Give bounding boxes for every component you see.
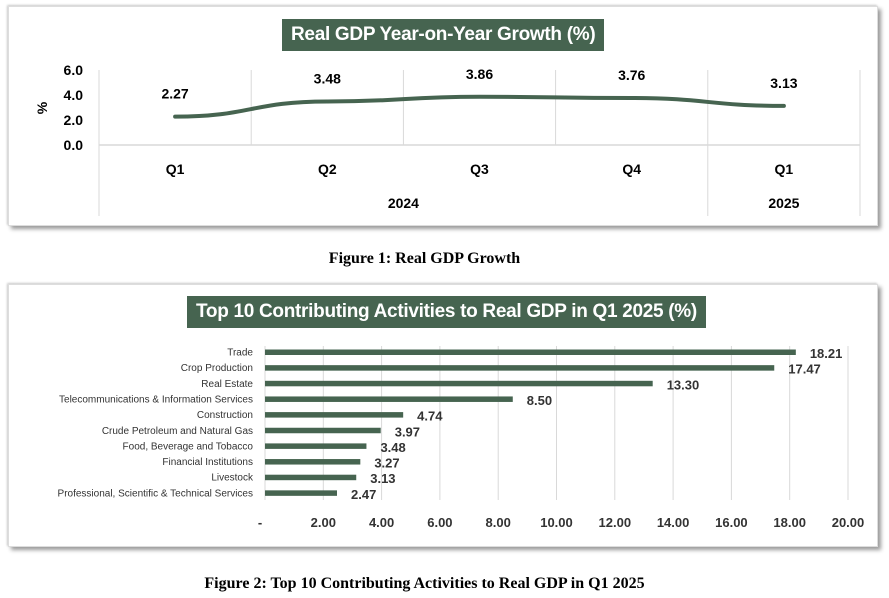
data-label: 13.30 [667,377,700,392]
x-tick-label: 6.00 [427,515,452,530]
data-label: 17.47 [788,362,821,377]
bar [265,396,513,402]
x-tick-label: Q4 [622,161,641,177]
data-label: 3.76 [618,67,645,83]
bar [265,443,367,449]
data-label: 3.97 [395,424,420,439]
data-label: 3.48 [314,71,341,87]
x-tick-label: 4.00 [369,515,394,530]
bar [265,412,404,418]
x-tick-label: 18.00 [773,515,806,530]
category-label: Livestock [211,473,254,484]
data-label: 3.13 [370,471,395,486]
x-tick-label: 8.00 [486,515,511,530]
x-tick-label: 20.00 [832,515,865,530]
bar [265,459,361,465]
x-tick-label: Q2 [318,161,337,177]
chart2-title: Top 10 Contributing Activities to Real G… [187,296,706,328]
data-label: 8.50 [527,393,552,408]
x-tick-label: - [258,515,262,530]
x-tick-label: Q1 [775,161,794,177]
x-tick-label: 12.00 [599,515,632,530]
bar [265,380,653,387]
bar [265,490,338,496]
top-activities-bar-chart: - 2.00 4.00 6.00 8.00 10.00 12.00 14.00 16.00 18.… [58,346,865,530]
category-label: Real Estate [201,379,253,390]
y-tick-label: 6.0 [64,62,84,78]
y-tick-label: 0.0 [64,137,84,153]
figure2-caption: Figure 2: Top 10 Contributing Activities… [204,575,645,592]
data-label: 4.74 [417,409,443,424]
year-group-label: 2024 [388,195,419,211]
category-label: Food, Beverage and Tobacco [123,441,254,452]
x-tick-label: Q1 [166,161,185,177]
bar [265,349,796,355]
data-label: 3.48 [380,440,405,455]
x-tick-label: 10.00 [540,515,573,530]
top-activities-chart-panel: Top 10 Contributing Activities to Real G… [8,284,878,547]
bar [265,365,775,371]
chart1-title: Real GDP Year-on-Year Growth (%) [282,19,605,51]
category-label: Professional, Scientific & Technical Ser… [58,488,253,499]
category-label: Financial Institutions [162,457,253,468]
category-label: Telecommunications & Information Service… [59,394,253,405]
data-label: 3.86 [466,66,493,82]
x-tick-label: 14.00 [657,515,690,530]
y-tick-label: 2.0 [64,112,84,128]
year-group-label: 2025 [768,195,799,211]
y-axis-label: % [34,101,50,114]
data-label: 2.47 [351,487,376,502]
gdp-growth-chart-panel: Real GDP Year-on-Year Growth (%) [8,6,878,226]
data-label: 3.13 [770,75,797,91]
category-label: Crude Petroleum and Natural Gas [102,426,253,437]
y-tick-label: 4.0 [64,87,84,103]
data-label: 2.27 [161,86,188,102]
x-tick-label: Q3 [470,161,489,177]
figure1-caption: Figure 1: Real GDP Growth [328,250,521,267]
data-label: 3.27 [374,456,399,471]
gdp-growth-line-chart: 6.0 4.0 2.0 0.0% 2.27 3.48 3.86 3.76 3.13 Q1 Q2 Q3 Q… [34,62,861,216]
category-label: Crop Production [181,363,253,374]
category-label: Construction [197,410,253,421]
category-label: Trade [227,348,253,359]
bar [265,427,381,434]
x-tick-label: 16.00 [715,515,748,530]
data-label: 18.21 [810,346,843,361]
x-tick-label: 2.00 [311,515,336,530]
bar [265,474,357,481]
